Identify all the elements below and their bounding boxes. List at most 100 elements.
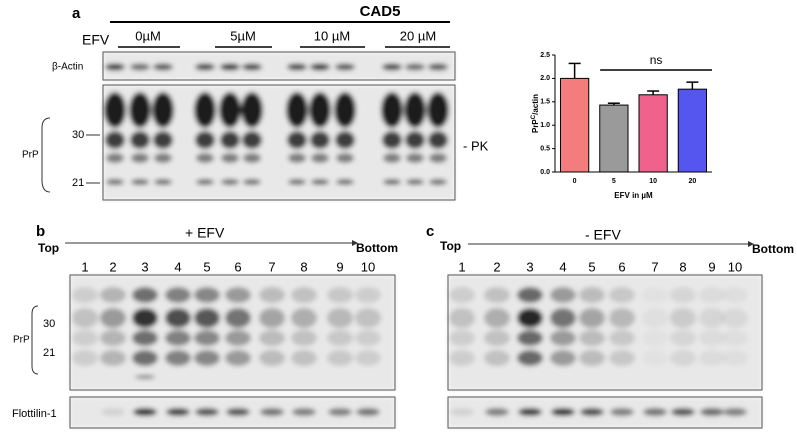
band: [132, 350, 158, 366]
band: [579, 287, 605, 303]
band: [335, 131, 355, 149]
top-label: Top: [38, 241, 59, 255]
band: [642, 330, 668, 346]
x-tick-label: 5: [612, 178, 616, 185]
y-tick-label: 0.5: [540, 145, 550, 152]
bracket: [41, 117, 51, 193]
blot-frame: [447, 274, 763, 391]
band: [355, 287, 381, 303]
annotation: ns: [650, 53, 663, 67]
band: [72, 330, 98, 346]
band: [517, 330, 543, 346]
band: [429, 179, 447, 185]
band: [580, 408, 604, 416]
band: [195, 63, 215, 71]
band: [311, 179, 329, 185]
band: [643, 408, 667, 416]
y-label-part: PrP: [531, 119, 540, 133]
y-label-part: /actin: [531, 94, 540, 115]
band: [291, 350, 317, 366]
band: [225, 350, 251, 366]
band: [449, 330, 475, 346]
y-tick-label: 1.5: [540, 99, 550, 106]
band: [287, 131, 307, 149]
band: [428, 63, 448, 71]
x-tick-label: 10: [649, 178, 657, 185]
band: [100, 350, 126, 366]
band: [225, 308, 251, 328]
band: [699, 350, 725, 366]
band: [722, 287, 748, 303]
bottom-label: Bottom: [752, 242, 794, 256]
lane-label: 3: [141, 259, 148, 274]
band: [242, 131, 262, 149]
band: [221, 153, 239, 163]
conc: 0µM: [135, 28, 161, 43]
band: [310, 131, 330, 149]
band: [670, 308, 696, 328]
band: [195, 408, 219, 416]
band: [259, 308, 285, 328]
band: [220, 131, 240, 149]
y-tick-label: 0.0: [540, 169, 550, 176]
band: [484, 287, 510, 303]
band: [355, 308, 381, 328]
band: [336, 153, 354, 163]
y-label: PrPC/actin: [531, 94, 541, 133]
band: [406, 179, 424, 185]
band: [132, 308, 158, 328]
prp-label: PrP: [22, 150, 39, 161]
band: [427, 92, 449, 128]
y-label-part: C: [531, 114, 537, 119]
band: [355, 330, 381, 346]
band: [221, 179, 239, 185]
band: [291, 308, 317, 328]
band: [406, 153, 424, 163]
band: [133, 408, 157, 416]
band: [336, 179, 354, 185]
y-tick-label: 2.5: [540, 52, 550, 59]
band: [327, 350, 353, 366]
band: [152, 92, 174, 128]
band: [609, 350, 635, 366]
band: [225, 330, 251, 346]
band: [73, 408, 97, 416]
band: [100, 330, 126, 346]
band: [72, 308, 98, 328]
band: [287, 63, 307, 71]
band: [405, 131, 425, 149]
band: [286, 92, 308, 128]
y-tick-label: 2.0: [540, 75, 550, 82]
band: [579, 330, 605, 346]
band: [220, 63, 240, 71]
band: [484, 330, 510, 346]
bar: [559, 77, 590, 173]
band: [101, 408, 125, 416]
lane-label: 5: [203, 259, 210, 274]
bar: [638, 94, 668, 173]
band: [670, 350, 696, 366]
band: [291, 287, 317, 303]
band: [609, 308, 635, 328]
band: [153, 131, 173, 149]
marker: 30: [72, 129, 84, 141]
lane-label: 6: [618, 259, 625, 274]
band: [579, 308, 605, 328]
lane-label: 6: [234, 259, 241, 274]
band: [335, 63, 355, 71]
conc: 5µM: [230, 28, 256, 43]
band: [132, 330, 158, 346]
band: [165, 308, 191, 328]
bottom-label: Bottom: [356, 241, 398, 255]
flotillin-label: Flottilin-1: [12, 408, 57, 420]
blot-frame: [102, 84, 456, 201]
band: [194, 92, 216, 128]
band: [382, 63, 402, 71]
band: [288, 153, 306, 163]
panel-letter: a: [72, 5, 81, 22]
band: [670, 330, 696, 346]
band: [517, 308, 543, 328]
band: [484, 350, 510, 366]
band: [153, 63, 173, 71]
